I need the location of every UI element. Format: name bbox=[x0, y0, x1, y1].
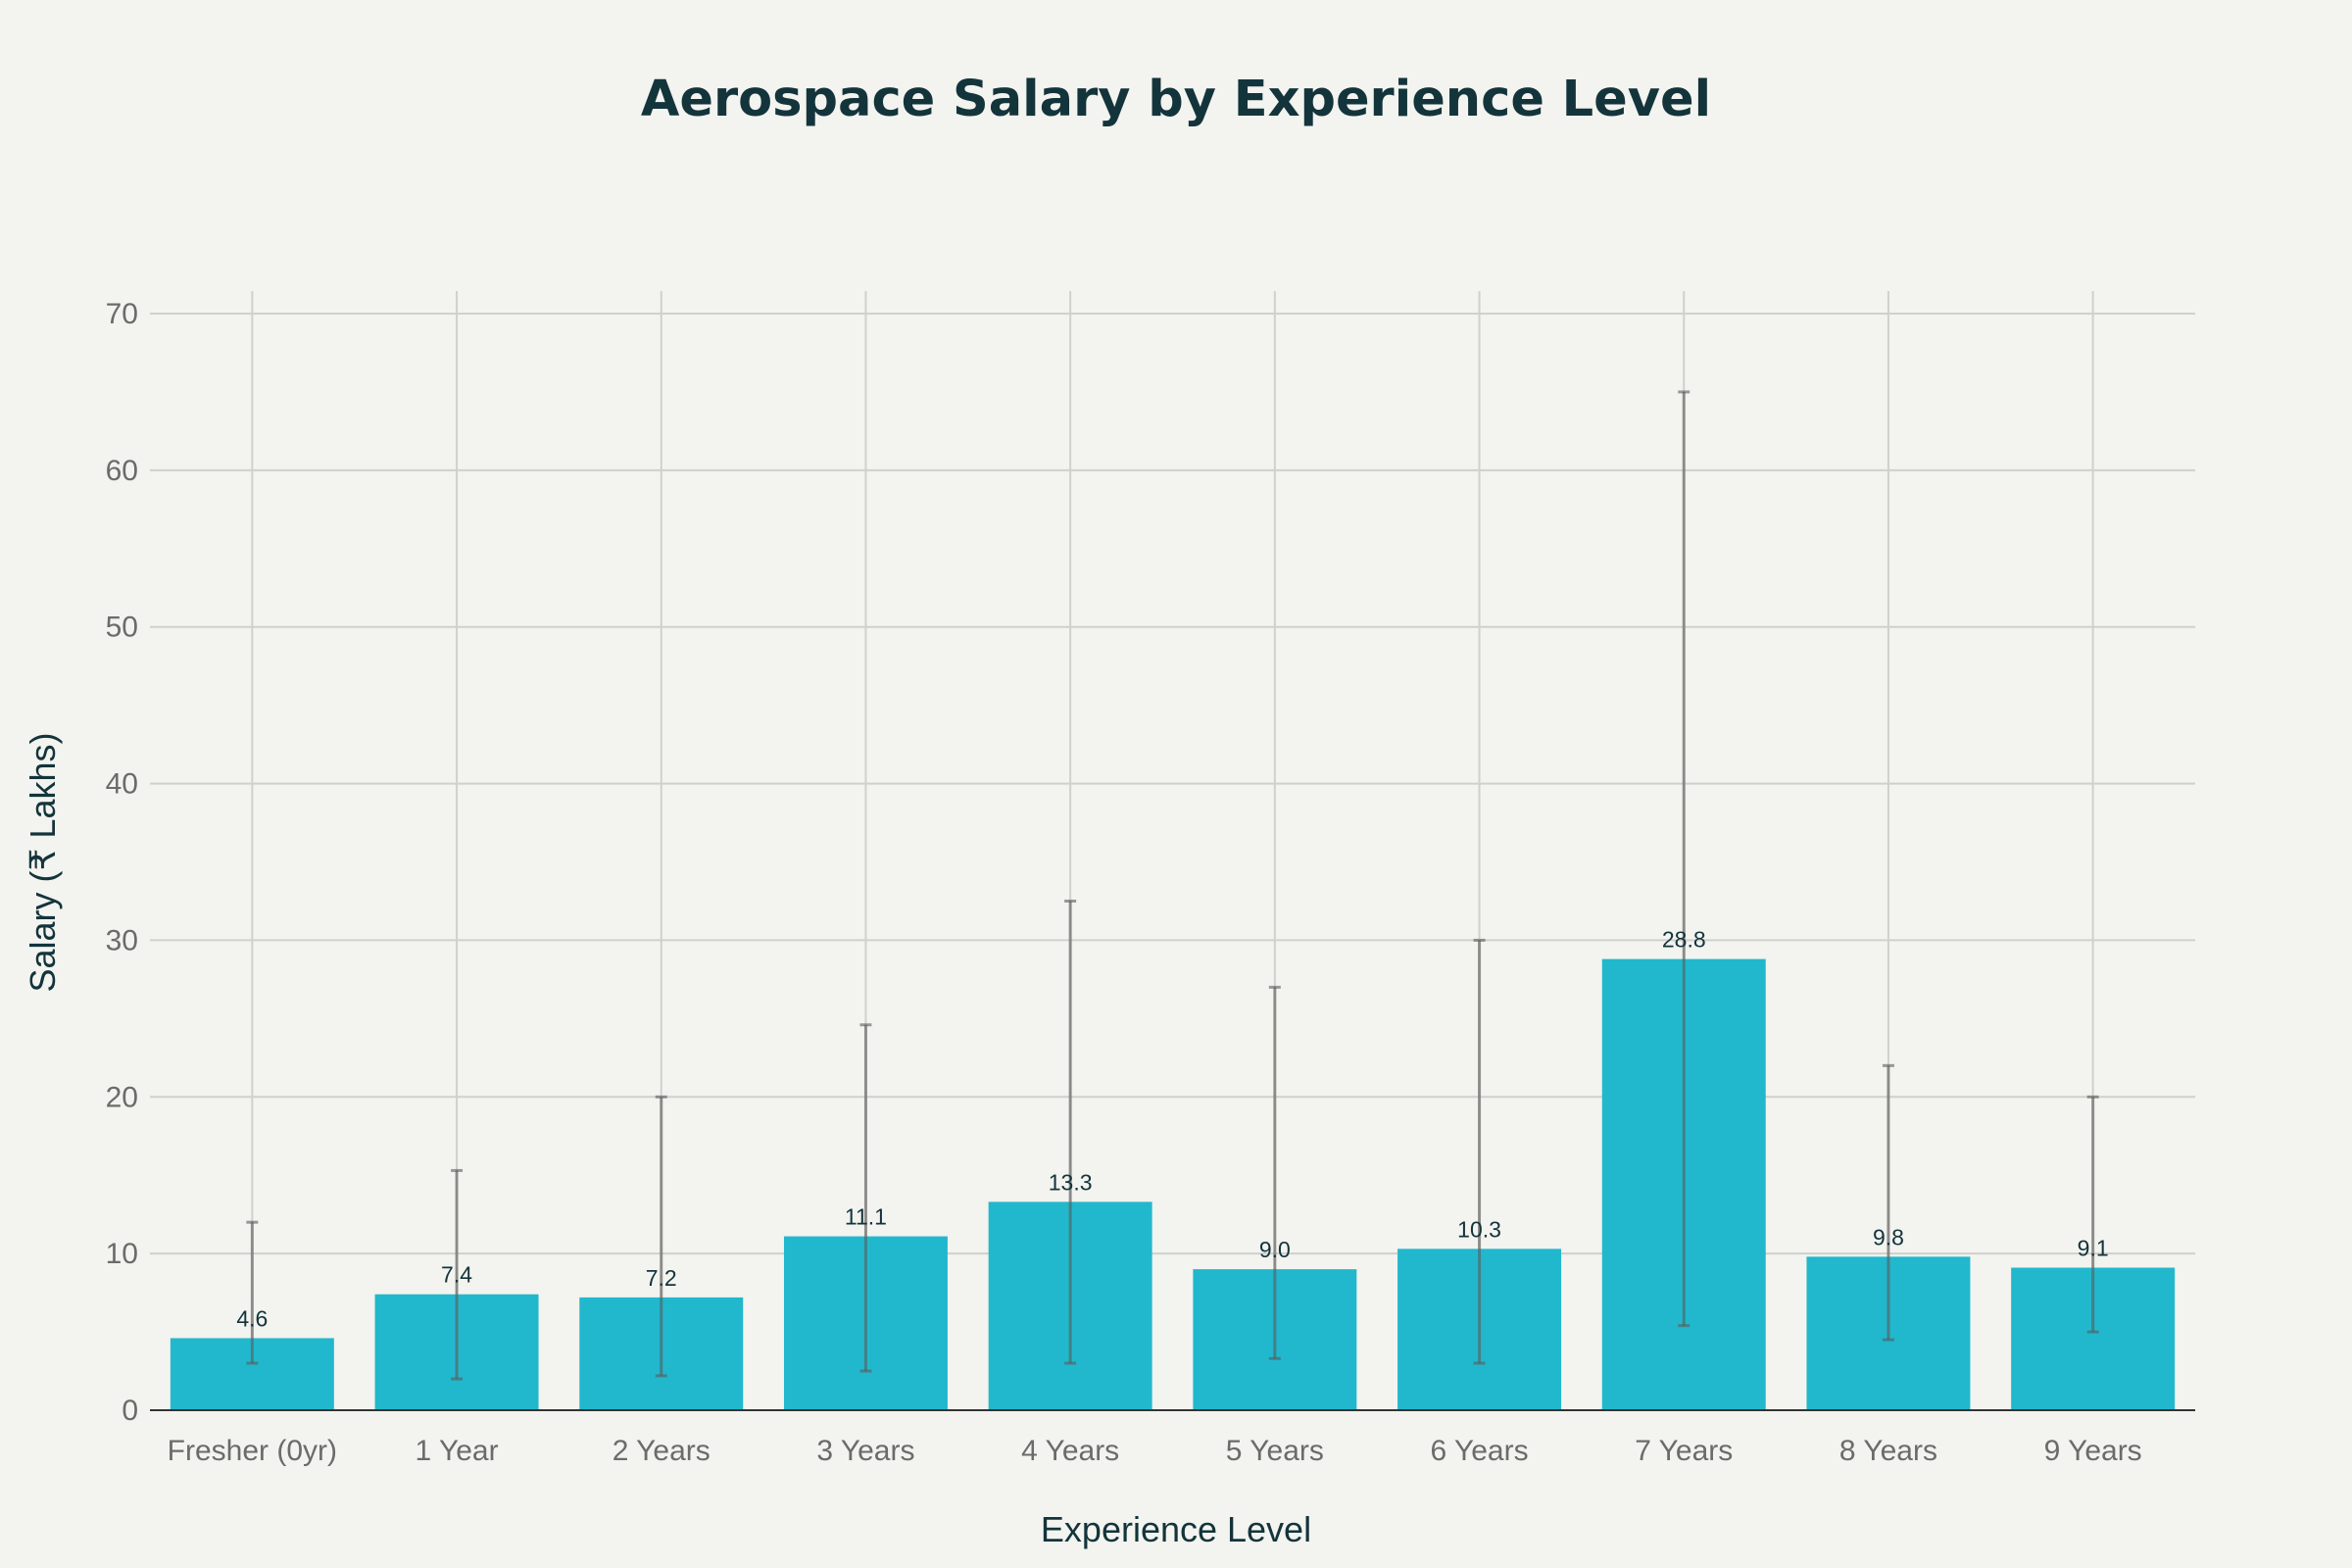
x-tick-label: 7 Years bbox=[1635, 1435, 1733, 1467]
x-tick-label: 3 Years bbox=[816, 1435, 914, 1467]
y-tick-label: 30 bbox=[106, 924, 138, 956]
data-label: 7.2 bbox=[646, 1265, 677, 1291]
chart-title: Aerospace Salary by Experience Level bbox=[641, 71, 1711, 128]
x-tick-label: 8 Years bbox=[1839, 1435, 1937, 1467]
x-tick-label: 5 Years bbox=[1226, 1435, 1324, 1467]
y-tick-label: 0 bbox=[122, 1395, 138, 1427]
x-tick-label: 1 Year bbox=[416, 1435, 499, 1467]
data-label: 11.1 bbox=[845, 1204, 887, 1230]
data-label: 9.1 bbox=[2078, 1236, 2109, 1261]
data-label: 10.3 bbox=[1457, 1216, 1501, 1242]
y-tick-label: 10 bbox=[106, 1238, 138, 1270]
y-axis-ticks: 0 10 20 30 40 50 60 70 bbox=[106, 298, 138, 1427]
x-tick-label: 6 Years bbox=[1431, 1435, 1529, 1467]
data-label: 9.8 bbox=[1873, 1224, 1904, 1250]
y-tick-label: 50 bbox=[106, 612, 138, 644]
data-label: 4.6 bbox=[236, 1305, 268, 1331]
y-tick-label: 70 bbox=[106, 298, 138, 330]
data-label: 13.3 bbox=[1049, 1169, 1093, 1195]
x-tick-label: 4 Years bbox=[1021, 1435, 1119, 1467]
data-label: 28.8 bbox=[1662, 927, 1706, 953]
x-axis-label: Experience Level bbox=[1041, 1509, 1311, 1549]
error-bars bbox=[246, 390, 2099, 1381]
bars bbox=[170, 958, 2176, 1410]
data-labels: 4.6 7.4 7.2 11.1 13.3 9.0 10.3 28.8 9.8 9.1 bbox=[236, 927, 2108, 1332]
x-tick-label: 2 Years bbox=[612, 1435, 710, 1467]
y-tick-label: 40 bbox=[106, 768, 138, 801]
y-axis-label: Salary (₹ Lakhs) bbox=[23, 733, 63, 993]
x-axis-ticks: Fresher (0yr) 1 Year 2 Years 3 Years 4 Years… bbox=[168, 1435, 2142, 1467]
data-label: 9.0 bbox=[1259, 1237, 1291, 1262]
x-tick-label: 9 Years bbox=[2044, 1435, 2142, 1467]
y-tick-label: 60 bbox=[106, 455, 138, 487]
data-label: 7.4 bbox=[441, 1262, 472, 1288]
y-tick-label: 20 bbox=[106, 1081, 138, 1113]
x-tick-label: Fresher (0yr) bbox=[168, 1435, 337, 1467]
